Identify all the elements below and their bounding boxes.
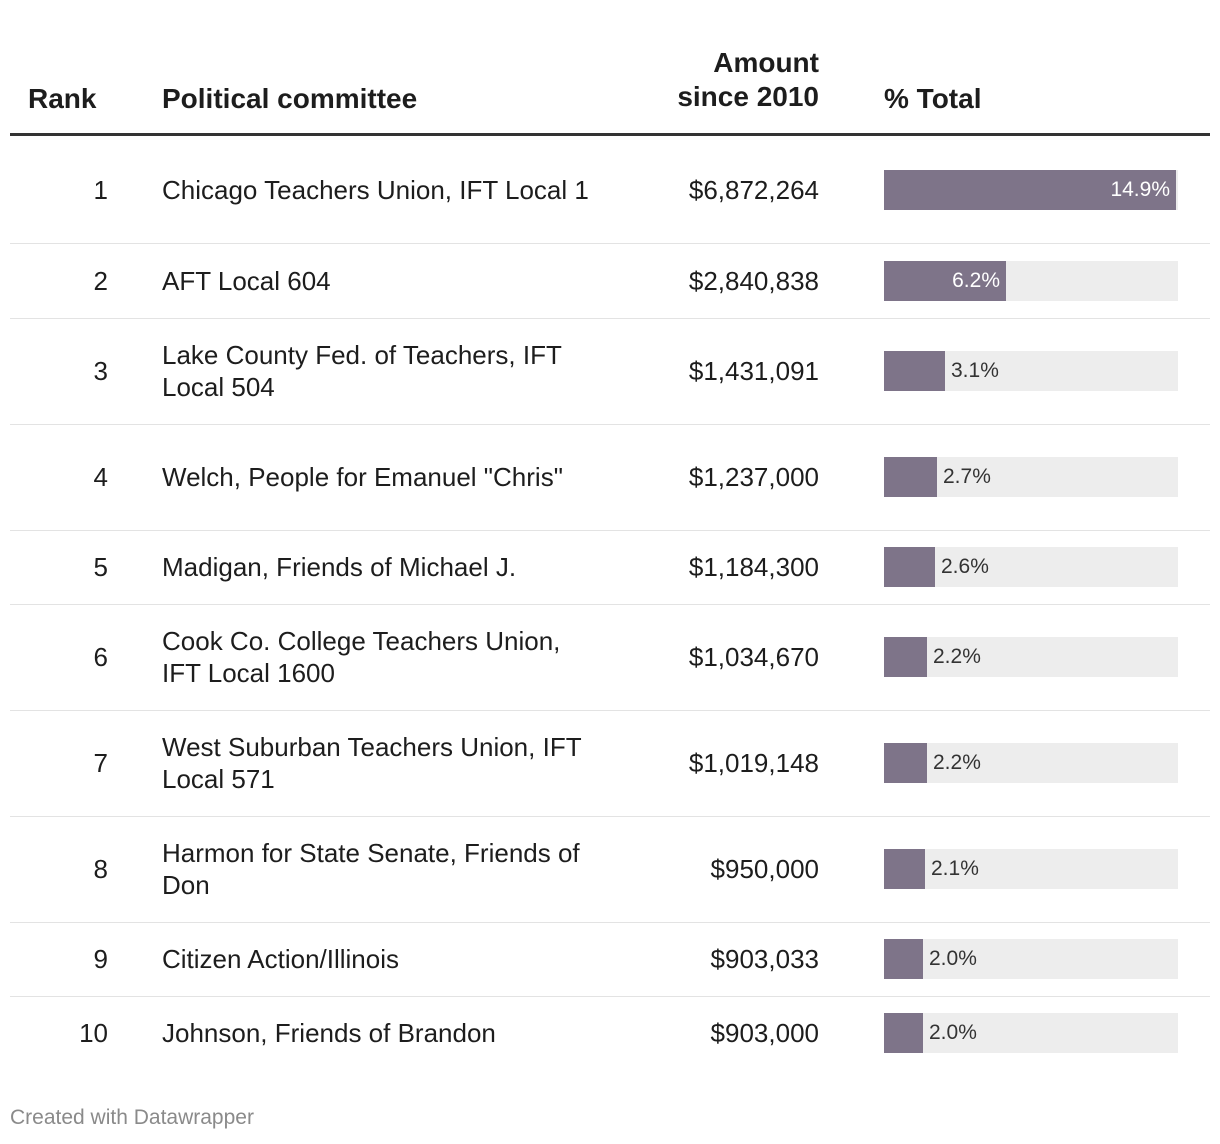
percent-bar xyxy=(884,1013,923,1053)
rank-cell: 7 xyxy=(93,748,108,778)
percent-bar-track: 2.0% xyxy=(884,939,1178,979)
column-header-committee: Political committee xyxy=(162,83,418,114)
amount-cell: $1,184,300 xyxy=(688,552,819,582)
table-row: 7 West Suburban Teachers Union, IFT Local… xyxy=(10,710,1210,817)
rank-cell: 3 xyxy=(93,356,108,386)
percent-label: 2.1% xyxy=(931,857,979,880)
percent-label: 2.7% xyxy=(943,465,991,488)
committee-cell: Welch, People for Emanuel "Chris" xyxy=(162,462,563,492)
table-row: 8 Harmon for State Senate, Friends of Don… xyxy=(10,816,1210,923)
column-header-amount: Amount since 2010 xyxy=(677,46,819,114)
table-row: 6 Cook Co. College Teachers Union, IFT Lo… xyxy=(10,604,1210,711)
percent-bar xyxy=(884,457,937,497)
percent-bar-track: 6.2% xyxy=(884,260,1178,301)
table-row: 9 Citizen Action/Illinois $903,033 2.0% xyxy=(10,922,1210,997)
datawrapper-credit: Created with Datawrapper xyxy=(10,1106,254,1129)
table-row: 5 Madigan, Friends of Michael J. $1,184,30… xyxy=(10,530,1210,605)
amount-cell: $1,237,000 xyxy=(688,462,819,492)
column-header-percent: % Total xyxy=(884,83,982,114)
rank-cell: 8 xyxy=(93,854,108,884)
percent-bar xyxy=(884,351,945,391)
column-header-amount-line2: since 2010 xyxy=(677,81,819,112)
table-row: 4 Welch, People for Emanuel "Chris" $1,237… xyxy=(10,424,1210,531)
table-row: 1 Chicago Teachers Union, IFT Local 1 $6,8… xyxy=(10,137,1210,244)
percent-bar-track: 2.2% xyxy=(884,637,1178,677)
percent-label: 2.0% xyxy=(929,1021,977,1044)
percent-bar-track: 2.6% xyxy=(884,547,1178,587)
table-row: 10 Johnson, Friends of Brandon $903,000 2.0… xyxy=(10,996,1210,1070)
percent-bar xyxy=(884,849,925,889)
amount-cell: $950,000 xyxy=(710,854,819,884)
column-header-amount-line1: Amount xyxy=(713,47,819,78)
committee-cell: Cook Co. College Teachers Union, IFT Loc… xyxy=(162,626,561,688)
table-row: 2 AFT Local 604 $2,840,838 6.2% xyxy=(10,243,1210,319)
committee-cell: Madigan, Friends of Michael J. xyxy=(162,552,517,582)
rank-cell: 9 xyxy=(93,944,108,974)
percent-label: 3.1% xyxy=(951,359,999,382)
amount-cell: $2,840,838 xyxy=(688,265,819,296)
rank-cell: 1 xyxy=(93,175,108,205)
percent-label: 6.2% xyxy=(952,268,1000,292)
percent-bar xyxy=(884,939,923,979)
committee-cell: Citizen Action/Illinois xyxy=(162,944,399,974)
amount-cell: $903,033 xyxy=(710,944,819,974)
amount-cell: $903,000 xyxy=(710,1018,819,1048)
percent-bar-track: 2.2% xyxy=(884,743,1178,783)
percent-label: 2.2% xyxy=(933,751,981,774)
committee-cell: Johnson, Friends of Brandon xyxy=(162,1018,496,1048)
column-header-rank: Rank xyxy=(28,83,97,114)
rank-cell: 10 xyxy=(79,1018,108,1048)
rank-cell: 6 xyxy=(93,642,108,672)
percent-bar xyxy=(884,743,927,783)
rank-cell: 4 xyxy=(93,462,108,492)
table-row: 3 Lake County Fed. of Teachers, IFT Local… xyxy=(10,318,1210,425)
amount-cell: $1,019,148 xyxy=(688,748,819,778)
committee-cell: Lake County Fed. of Teachers, IFT Local … xyxy=(162,340,562,402)
rank-cell: 5 xyxy=(93,552,108,582)
committee-cell: Chicago Teachers Union, IFT Local 1 xyxy=(162,175,589,205)
percent-bar xyxy=(884,547,935,587)
percent-label: 2.2% xyxy=(933,645,981,668)
percent-bar-track: 14.9% xyxy=(884,170,1178,210)
percent-bar-track: 2.7% xyxy=(884,457,1178,497)
percent-bar-track: 2.1% xyxy=(884,849,1178,889)
amount-cell: $1,034,670 xyxy=(688,642,819,672)
committee-cell: Harmon for State Senate, Friends of Don xyxy=(162,838,580,900)
committee-cell: West Suburban Teachers Union, IFT Local … xyxy=(162,732,582,794)
percent-bar xyxy=(884,637,927,677)
amount-cell: $6,872,264 xyxy=(688,175,819,205)
rank-cell: 2 xyxy=(93,265,108,296)
amount-cell: $1,431,091 xyxy=(688,356,819,386)
header-divider xyxy=(10,133,1210,136)
percent-bar xyxy=(884,260,1006,301)
percent-label: 2.0% xyxy=(929,947,977,970)
committee-cell: AFT Local 604 xyxy=(162,265,331,296)
percent-label: 2.6% xyxy=(941,555,989,578)
percent-bar-track: 2.0% xyxy=(884,1013,1178,1053)
percent-label: 14.9% xyxy=(1110,178,1170,201)
percent-bar-track: 3.1% xyxy=(884,351,1178,391)
percent-bar xyxy=(884,170,1176,210)
